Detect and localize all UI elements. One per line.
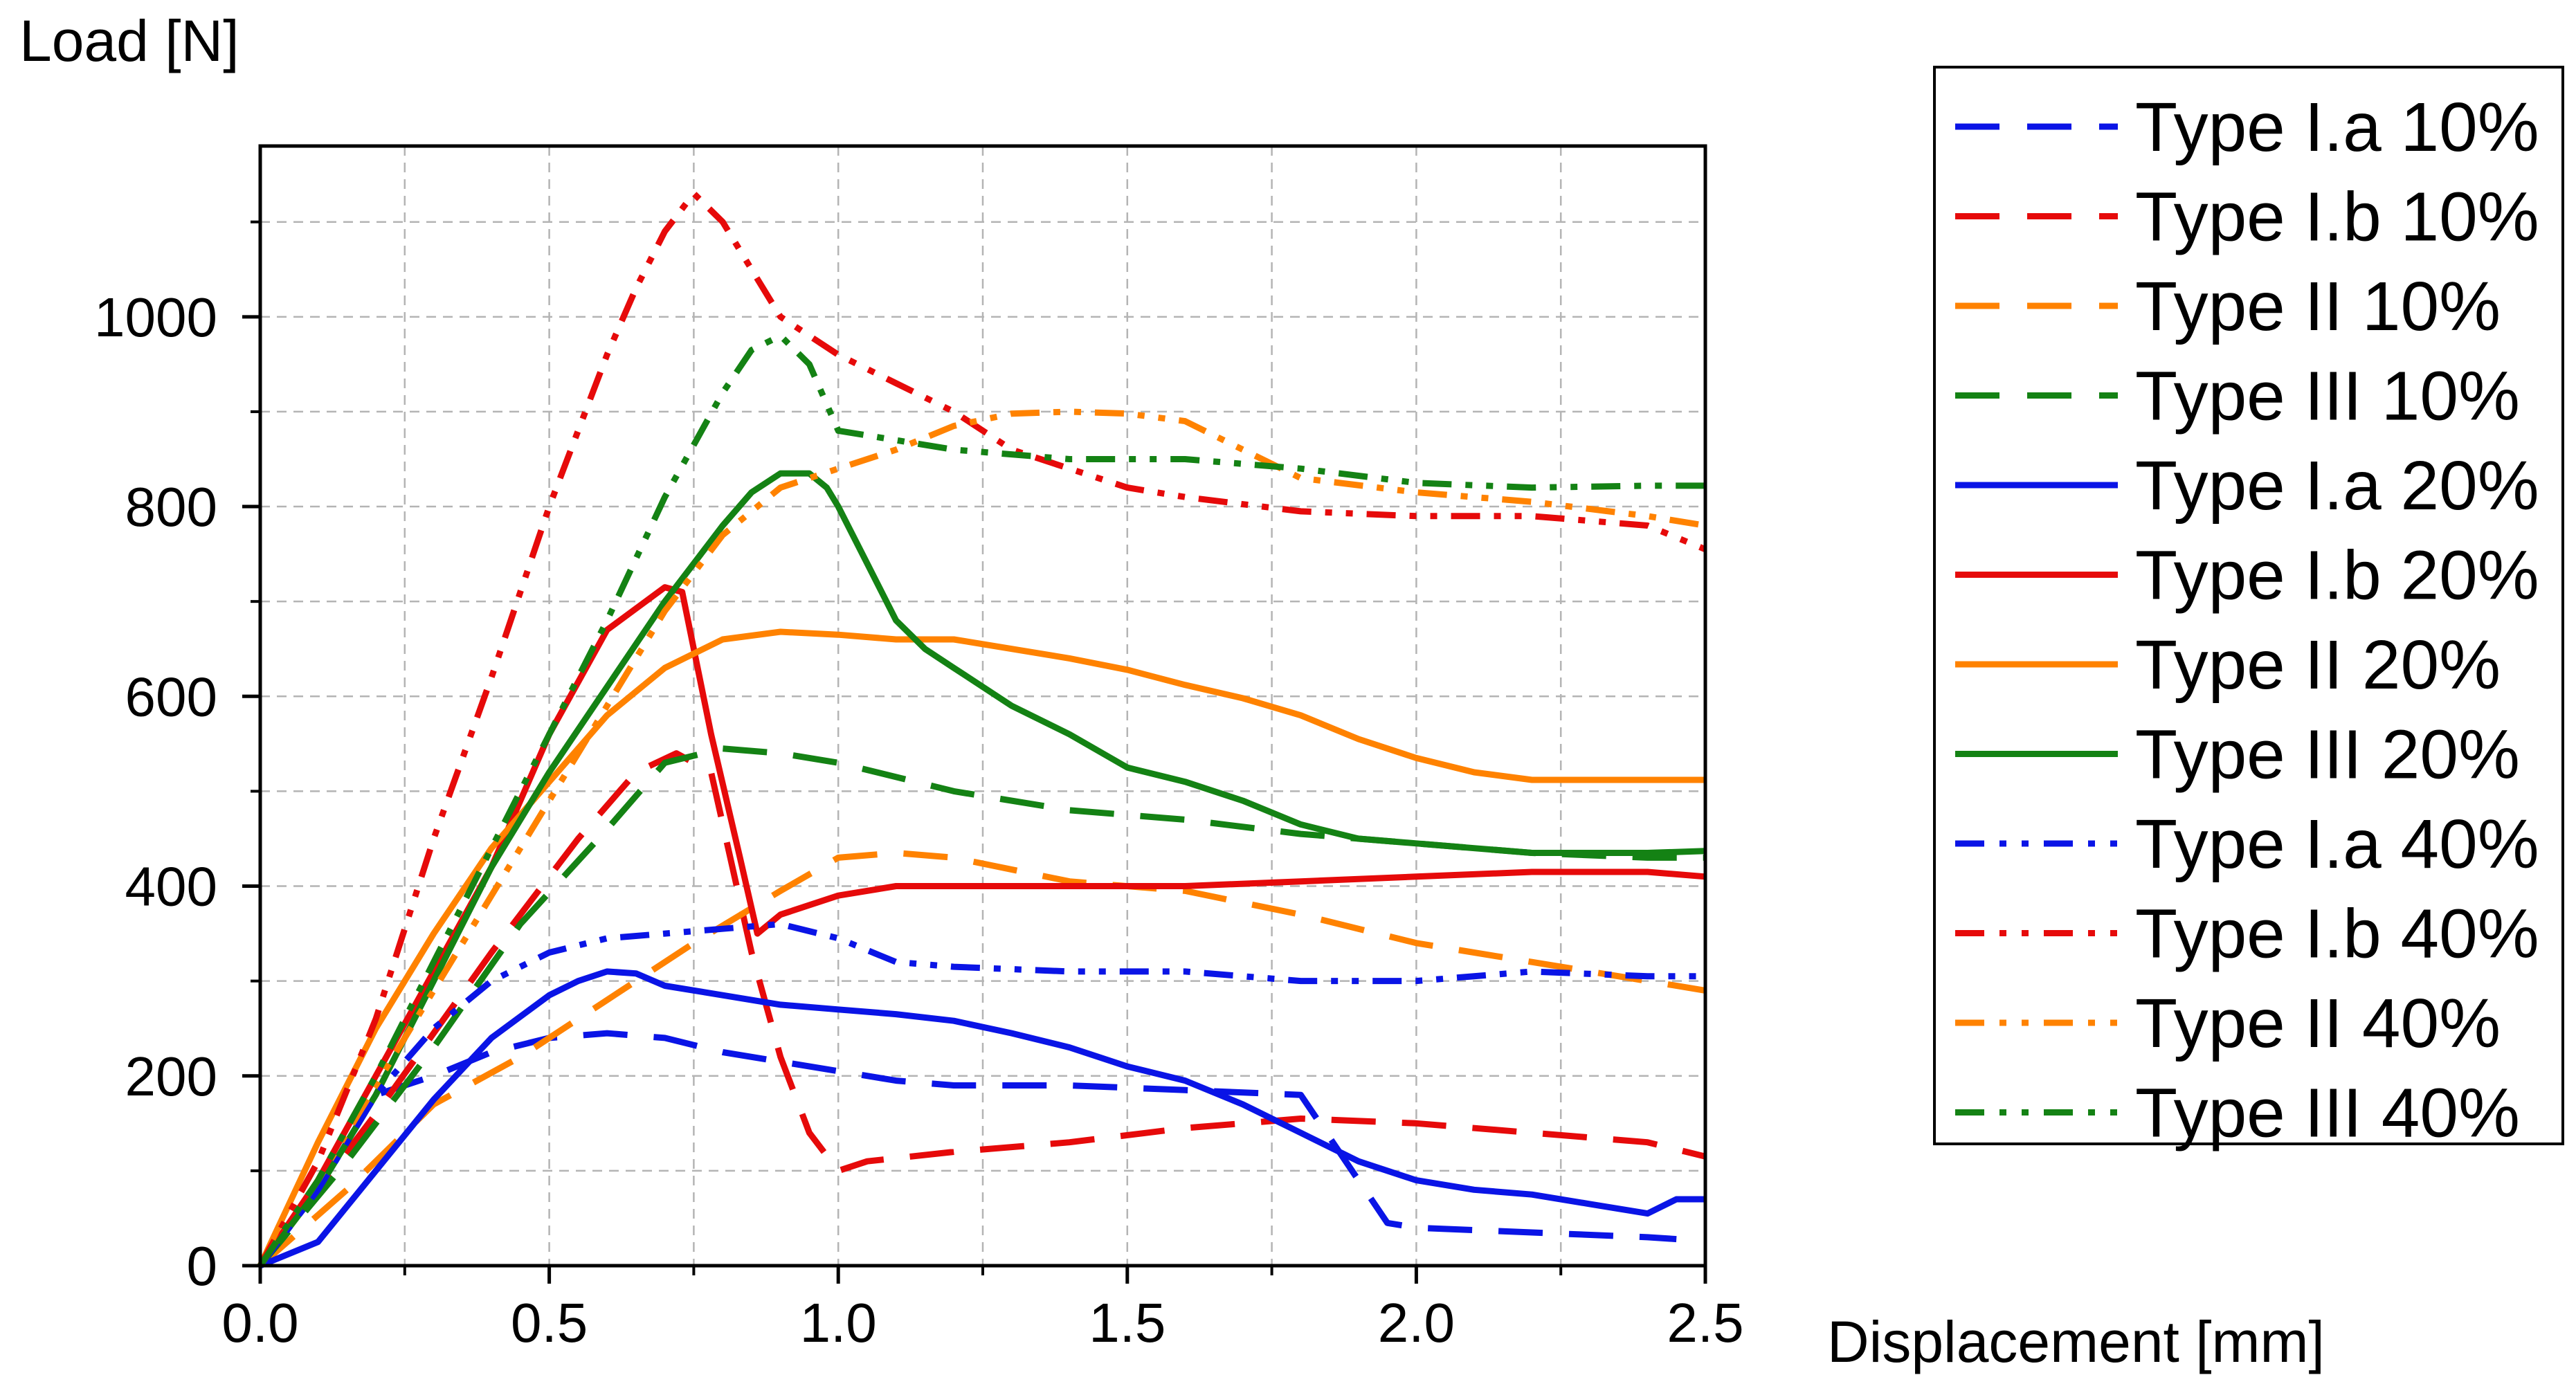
series-line-type-ii-10	[258, 850, 1706, 1268]
legend-label: Type II 40%	[2135, 985, 2501, 1062]
legend-label: Type II 20%	[2135, 626, 2501, 704]
y-tick-label: 400	[125, 856, 217, 918]
legend-label: Type III 20%	[2135, 716, 2520, 794]
series-line-type-iii-40	[257, 332, 1705, 1268]
legend-label: Type I.a 40%	[2135, 805, 2539, 883]
series-line-type-i-a-40	[257, 920, 1705, 1268]
series-line-type-iii-20	[257, 470, 1706, 1268]
y-tick-label: 600	[125, 666, 217, 727]
legend-label: Type I.a 20%	[2135, 447, 2539, 525]
x-tick-label: 2.5	[1667, 1292, 1743, 1354]
y-tick-label: 0	[187, 1235, 218, 1297]
legend-label: Type I.a 10%	[2135, 89, 2539, 166]
x-tick-label: 2.0	[1378, 1292, 1455, 1354]
y-tick-label: 200	[125, 1046, 217, 1107]
legend-box	[1933, 66, 2564, 1145]
legend-label: Type I.b 40%	[2135, 895, 2539, 973]
legend-label: Type I.b 10%	[2135, 179, 2539, 256]
x-tick-label: 0.0	[221, 1292, 298, 1354]
legend-label: Type III 10%	[2135, 358, 2520, 435]
series-line-type-i-a-20	[259, 968, 1705, 1269]
y-axis-title: Load [N]	[19, 8, 239, 73]
legend-label: Type II 10%	[2135, 268, 2501, 345]
plot-series	[257, 190, 1707, 1269]
series-line-type-ii-20	[257, 628, 1705, 1267]
y-tick-label: 1000	[94, 286, 217, 348]
series-line-type-ii-40	[257, 408, 1706, 1268]
legend-label: Type I.b 20%	[2135, 537, 2539, 614]
x-tick-label: 1.0	[800, 1292, 877, 1354]
x-axis-title: Displacement [mm]	[1827, 1309, 2325, 1374]
legend-label: Type III 40%	[2135, 1075, 2520, 1152]
legend: Type I.a 10% Type I.b 10% Type II 10% Type …	[1933, 66, 2564, 1152]
x-tick-label: 0.5	[511, 1292, 588, 1354]
series-line-type-i-b-40	[257, 190, 1707, 1268]
y-tick-label: 800	[125, 476, 217, 538]
series-line-type-i-a-10	[257, 1030, 1677, 1268]
x-tick-label: 1.5	[1089, 1292, 1165, 1354]
series-line-type-i-b-10	[257, 750, 1707, 1268]
axis-ticks: 0.0 0.5 1.0 1.5 2.0 2.5 0 200 400 600 800 1000	[94, 220, 1744, 1354]
